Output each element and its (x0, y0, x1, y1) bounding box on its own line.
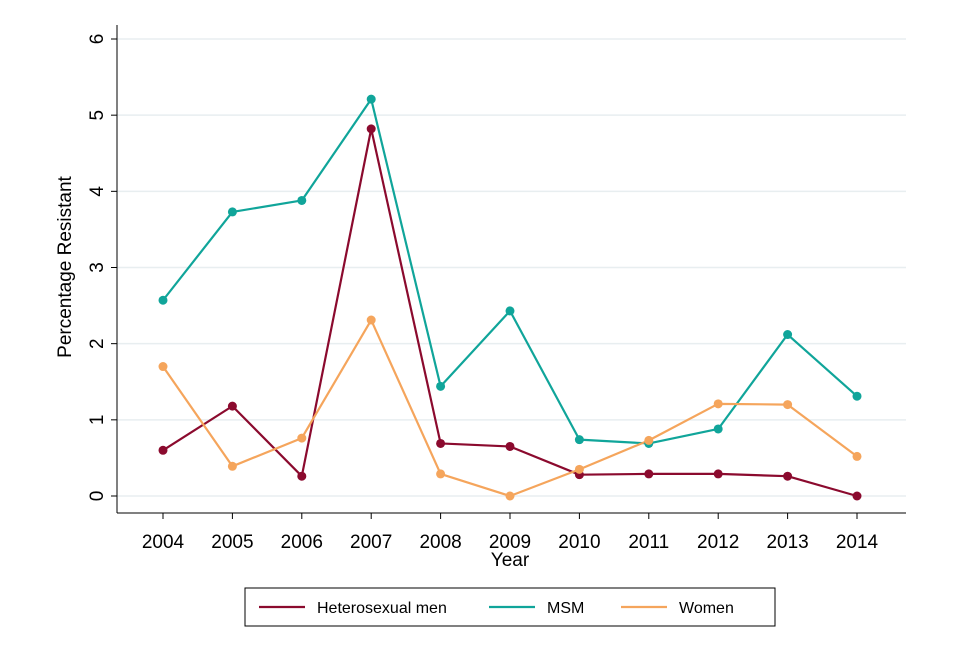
data-point-msm-2009 (505, 306, 515, 316)
x-tick-label-2004: 2004 (142, 532, 185, 553)
x-tick-label-2005: 2005 (211, 532, 253, 553)
data-point-msm-2006 (297, 195, 307, 205)
data-point-msm-2004 (158, 295, 168, 305)
gridlines (117, 38, 906, 497)
data-point-women-2007 (366, 315, 376, 325)
legend-label-women: Women (679, 600, 734, 617)
x-tick-label-2010: 2010 (558, 532, 600, 553)
x-tick-label-2013: 2013 (766, 532, 808, 553)
data-point-heterosexual-men-2004 (158, 445, 168, 455)
data-point-women-2009 (505, 491, 515, 501)
data-point-women-2010 (574, 464, 584, 474)
series-points (158, 94, 862, 501)
series-line-msm (162, 98, 858, 445)
data-point-msm-2014 (852, 391, 862, 401)
data-point-heterosexual-men-2005 (227, 401, 237, 411)
data-point-women-2008 (436, 469, 446, 479)
x-tick-label-2012: 2012 (697, 532, 739, 553)
data-point-msm-2013 (783, 330, 793, 340)
x-tick-label-2011: 2011 (628, 532, 669, 553)
data-point-women-2012 (713, 399, 723, 409)
axes: 0 1 2 3 4 5 6 2004 2005 2006 2007 2008 2009 2010 2011 2… (87, 25, 906, 553)
data-point-msm-2007 (366, 94, 376, 104)
data-point-women-2013 (783, 400, 793, 410)
data-point-msm-2008 (436, 381, 446, 391)
data-point-women-2006 (297, 433, 307, 443)
data-point-women-2005 (227, 461, 237, 471)
x-tick-label-2008: 2008 (419, 532, 461, 553)
x-tick-label-2014: 2014 (836, 532, 879, 553)
data-point-women-2011 (644, 435, 654, 445)
data-point-heterosexual-men-2014 (852, 491, 862, 501)
y-tick-label-4: 4 (87, 186, 108, 197)
data-point-heterosexual-men-2007 (366, 124, 376, 134)
data-point-msm-2010 (574, 435, 584, 445)
y-tick-label-0: 0 (87, 491, 108, 502)
data-point-heterosexual-men-2006 (297, 471, 307, 481)
x-tick-label-2006: 2006 (281, 532, 323, 553)
data-point-heterosexual-men-2011 (644, 469, 654, 479)
y-tick-label-2: 2 (87, 338, 108, 349)
legend: Heterosexual men MSM Women (244, 587, 776, 627)
data-point-heterosexual-men-2008 (436, 438, 446, 448)
data-point-heterosexual-men-2013 (783, 471, 793, 481)
series-line-women (162, 318, 858, 498)
x-axis-title: Year (491, 550, 530, 571)
x-tick-label-2007: 2007 (350, 532, 392, 553)
data-point-women-2004 (158, 362, 168, 372)
y-tick-label-6: 6 (87, 34, 108, 45)
legend-label-msm: MSM (547, 600, 584, 617)
legend-label-heterosexual-men: Heterosexual men (317, 600, 447, 617)
y-axis-title: Percentage Resistant (55, 175, 76, 357)
data-point-msm-2012 (713, 424, 723, 434)
data-point-women-2014 (852, 451, 862, 461)
series-lines (162, 98, 858, 498)
y-tick-label-5: 5 (87, 110, 108, 121)
y-tick-label-3: 3 (87, 262, 108, 273)
data-point-heterosexual-men-2012 (713, 469, 723, 479)
data-point-heterosexual-men-2009 (505, 441, 515, 451)
data-point-msm-2005 (227, 207, 237, 217)
y-tick-label-1: 1 (87, 415, 108, 426)
x-tick-label-2009: 2009 (489, 532, 531, 553)
